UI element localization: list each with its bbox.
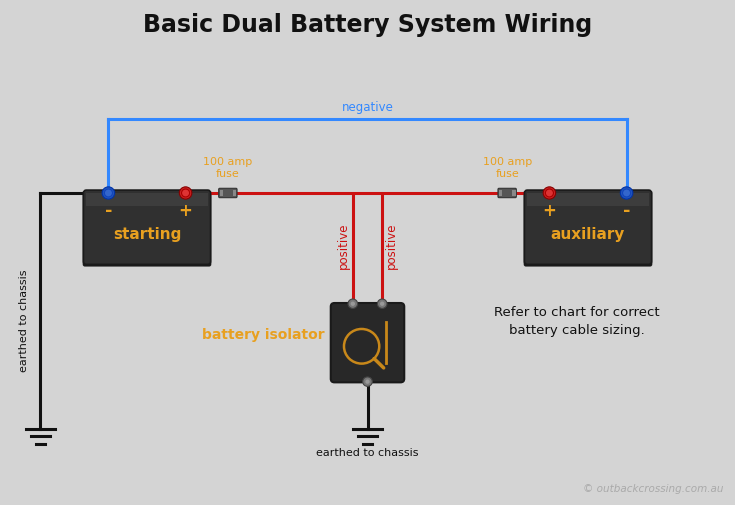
Text: +: + — [542, 203, 556, 220]
Text: © outbackcrossing.com.au: © outbackcrossing.com.au — [584, 484, 724, 494]
Circle shape — [380, 301, 384, 306]
FancyBboxPatch shape — [233, 190, 236, 196]
FancyBboxPatch shape — [220, 190, 223, 196]
FancyBboxPatch shape — [512, 190, 516, 196]
FancyBboxPatch shape — [219, 188, 237, 197]
Text: +: + — [179, 203, 193, 220]
Text: 100 amp
fuse: 100 amp fuse — [482, 157, 532, 179]
Circle shape — [623, 189, 631, 197]
Text: -: - — [104, 203, 112, 220]
Text: starting: starting — [112, 227, 182, 242]
Text: positive: positive — [337, 223, 350, 269]
FancyBboxPatch shape — [498, 188, 516, 197]
Circle shape — [179, 187, 192, 199]
Text: 100 amp
fuse: 100 amp fuse — [203, 157, 253, 179]
Text: earthed to chassis: earthed to chassis — [316, 448, 419, 458]
FancyBboxPatch shape — [499, 190, 503, 196]
Circle shape — [363, 377, 372, 386]
Circle shape — [351, 301, 355, 306]
Text: auxiliary: auxiliary — [551, 227, 625, 242]
FancyBboxPatch shape — [331, 303, 404, 382]
Text: positive: positive — [385, 223, 398, 269]
FancyBboxPatch shape — [84, 190, 210, 265]
Circle shape — [104, 189, 112, 197]
Circle shape — [545, 189, 553, 197]
Circle shape — [365, 379, 370, 384]
Text: earthed to chassis: earthed to chassis — [19, 270, 29, 372]
Circle shape — [378, 299, 387, 309]
FancyBboxPatch shape — [87, 193, 208, 206]
FancyBboxPatch shape — [523, 191, 653, 267]
Circle shape — [620, 187, 633, 199]
Text: -: - — [623, 203, 631, 220]
Text: Refer to chart for correct
battery cable sizing.: Refer to chart for correct battery cable… — [494, 306, 660, 336]
Circle shape — [102, 187, 115, 199]
FancyBboxPatch shape — [83, 191, 212, 267]
Text: battery isolator: battery isolator — [202, 328, 325, 342]
FancyBboxPatch shape — [527, 193, 648, 206]
Text: Basic Dual Battery System Wiring: Basic Dual Battery System Wiring — [143, 13, 592, 37]
Circle shape — [348, 299, 357, 309]
Text: negative: negative — [342, 101, 393, 114]
FancyBboxPatch shape — [525, 190, 651, 265]
Circle shape — [182, 189, 190, 197]
Circle shape — [543, 187, 556, 199]
